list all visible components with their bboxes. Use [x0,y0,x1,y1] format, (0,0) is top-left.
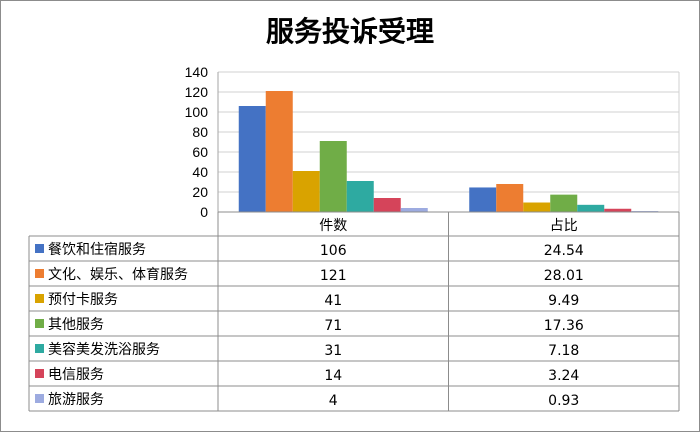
bar-6-1 [373,198,401,212]
y-axis: 0 20 40 60 80 100 120 140 [185,64,680,220]
y-tick-label: 40 [192,164,208,180]
bar-4-1 [319,141,347,212]
bar-2-2 [496,183,524,212]
series-label: 文化、娱乐、体育服务 [48,267,188,283]
bar-5-2 [577,204,605,212]
y-tick-label: 60 [192,144,208,160]
bar-3-2 [523,202,551,212]
data-label: 121 [320,268,347,284]
data-label: 106 [320,243,347,259]
series-label: 电信服务 [48,367,104,383]
chart-title: 服务投诉受理 [266,15,434,48]
y-tick-label: 120 [185,84,209,100]
data-label: 7.18 [548,343,579,359]
series-label: 预付卡服务 [48,292,118,308]
series-label: 其他服务 [48,317,104,333]
y-tick-label: 20 [192,184,208,200]
legend-swatch [35,244,44,253]
legend-swatch [35,369,44,378]
bar-series [238,91,659,212]
bar-1-1 [238,106,266,212]
legend-swatch [35,269,44,278]
data-label: 14 [324,368,342,384]
y-tick-label: 0 [200,204,208,220]
data-label: 28.01 [544,268,584,284]
series-label: 餐饮和住宿服务 [48,241,146,258]
category-label: 占比 [550,218,578,234]
data-label: 31 [324,343,342,359]
data-label: 24.54 [544,243,584,259]
bar-1-2 [469,187,497,212]
category-label: 件数 [319,218,347,234]
legend-swatch [35,394,44,403]
series-label: 旅游服务 [48,392,104,408]
bar-7-1 [400,208,428,212]
bar-2-1 [265,91,293,212]
data-label: 9.49 [548,293,579,309]
y-tick-label: 100 [185,104,209,120]
legend-swatch [35,319,44,328]
legend-swatch [35,344,44,353]
series-label: 美容美发洗浴服务 [48,341,160,358]
data-label: 41 [324,293,342,309]
bar-4-2 [550,194,578,212]
y-tick-label: 140 [185,64,209,80]
y-tick-label: 80 [192,124,208,140]
data-label: 17.36 [544,318,584,334]
data-label: 0.93 [548,393,579,409]
bar-6-2 [604,208,632,212]
data-label: 71 [324,318,342,334]
bar-3-1 [292,171,320,212]
data-label: 3.24 [548,368,579,384]
data-label: 4 [329,393,338,409]
bar-5-1 [346,181,374,212]
legend-swatch [35,294,44,303]
